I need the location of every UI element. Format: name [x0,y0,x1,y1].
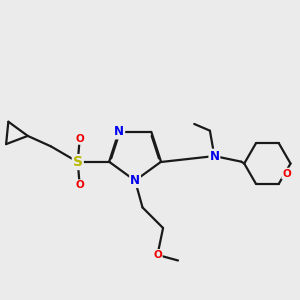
Text: N: N [130,174,140,187]
Text: O: O [75,180,84,190]
Text: N: N [114,125,124,139]
Text: N: N [209,150,219,163]
Text: S: S [73,155,83,169]
Text: O: O [282,169,291,178]
Text: O: O [75,134,84,144]
Text: O: O [153,250,162,260]
